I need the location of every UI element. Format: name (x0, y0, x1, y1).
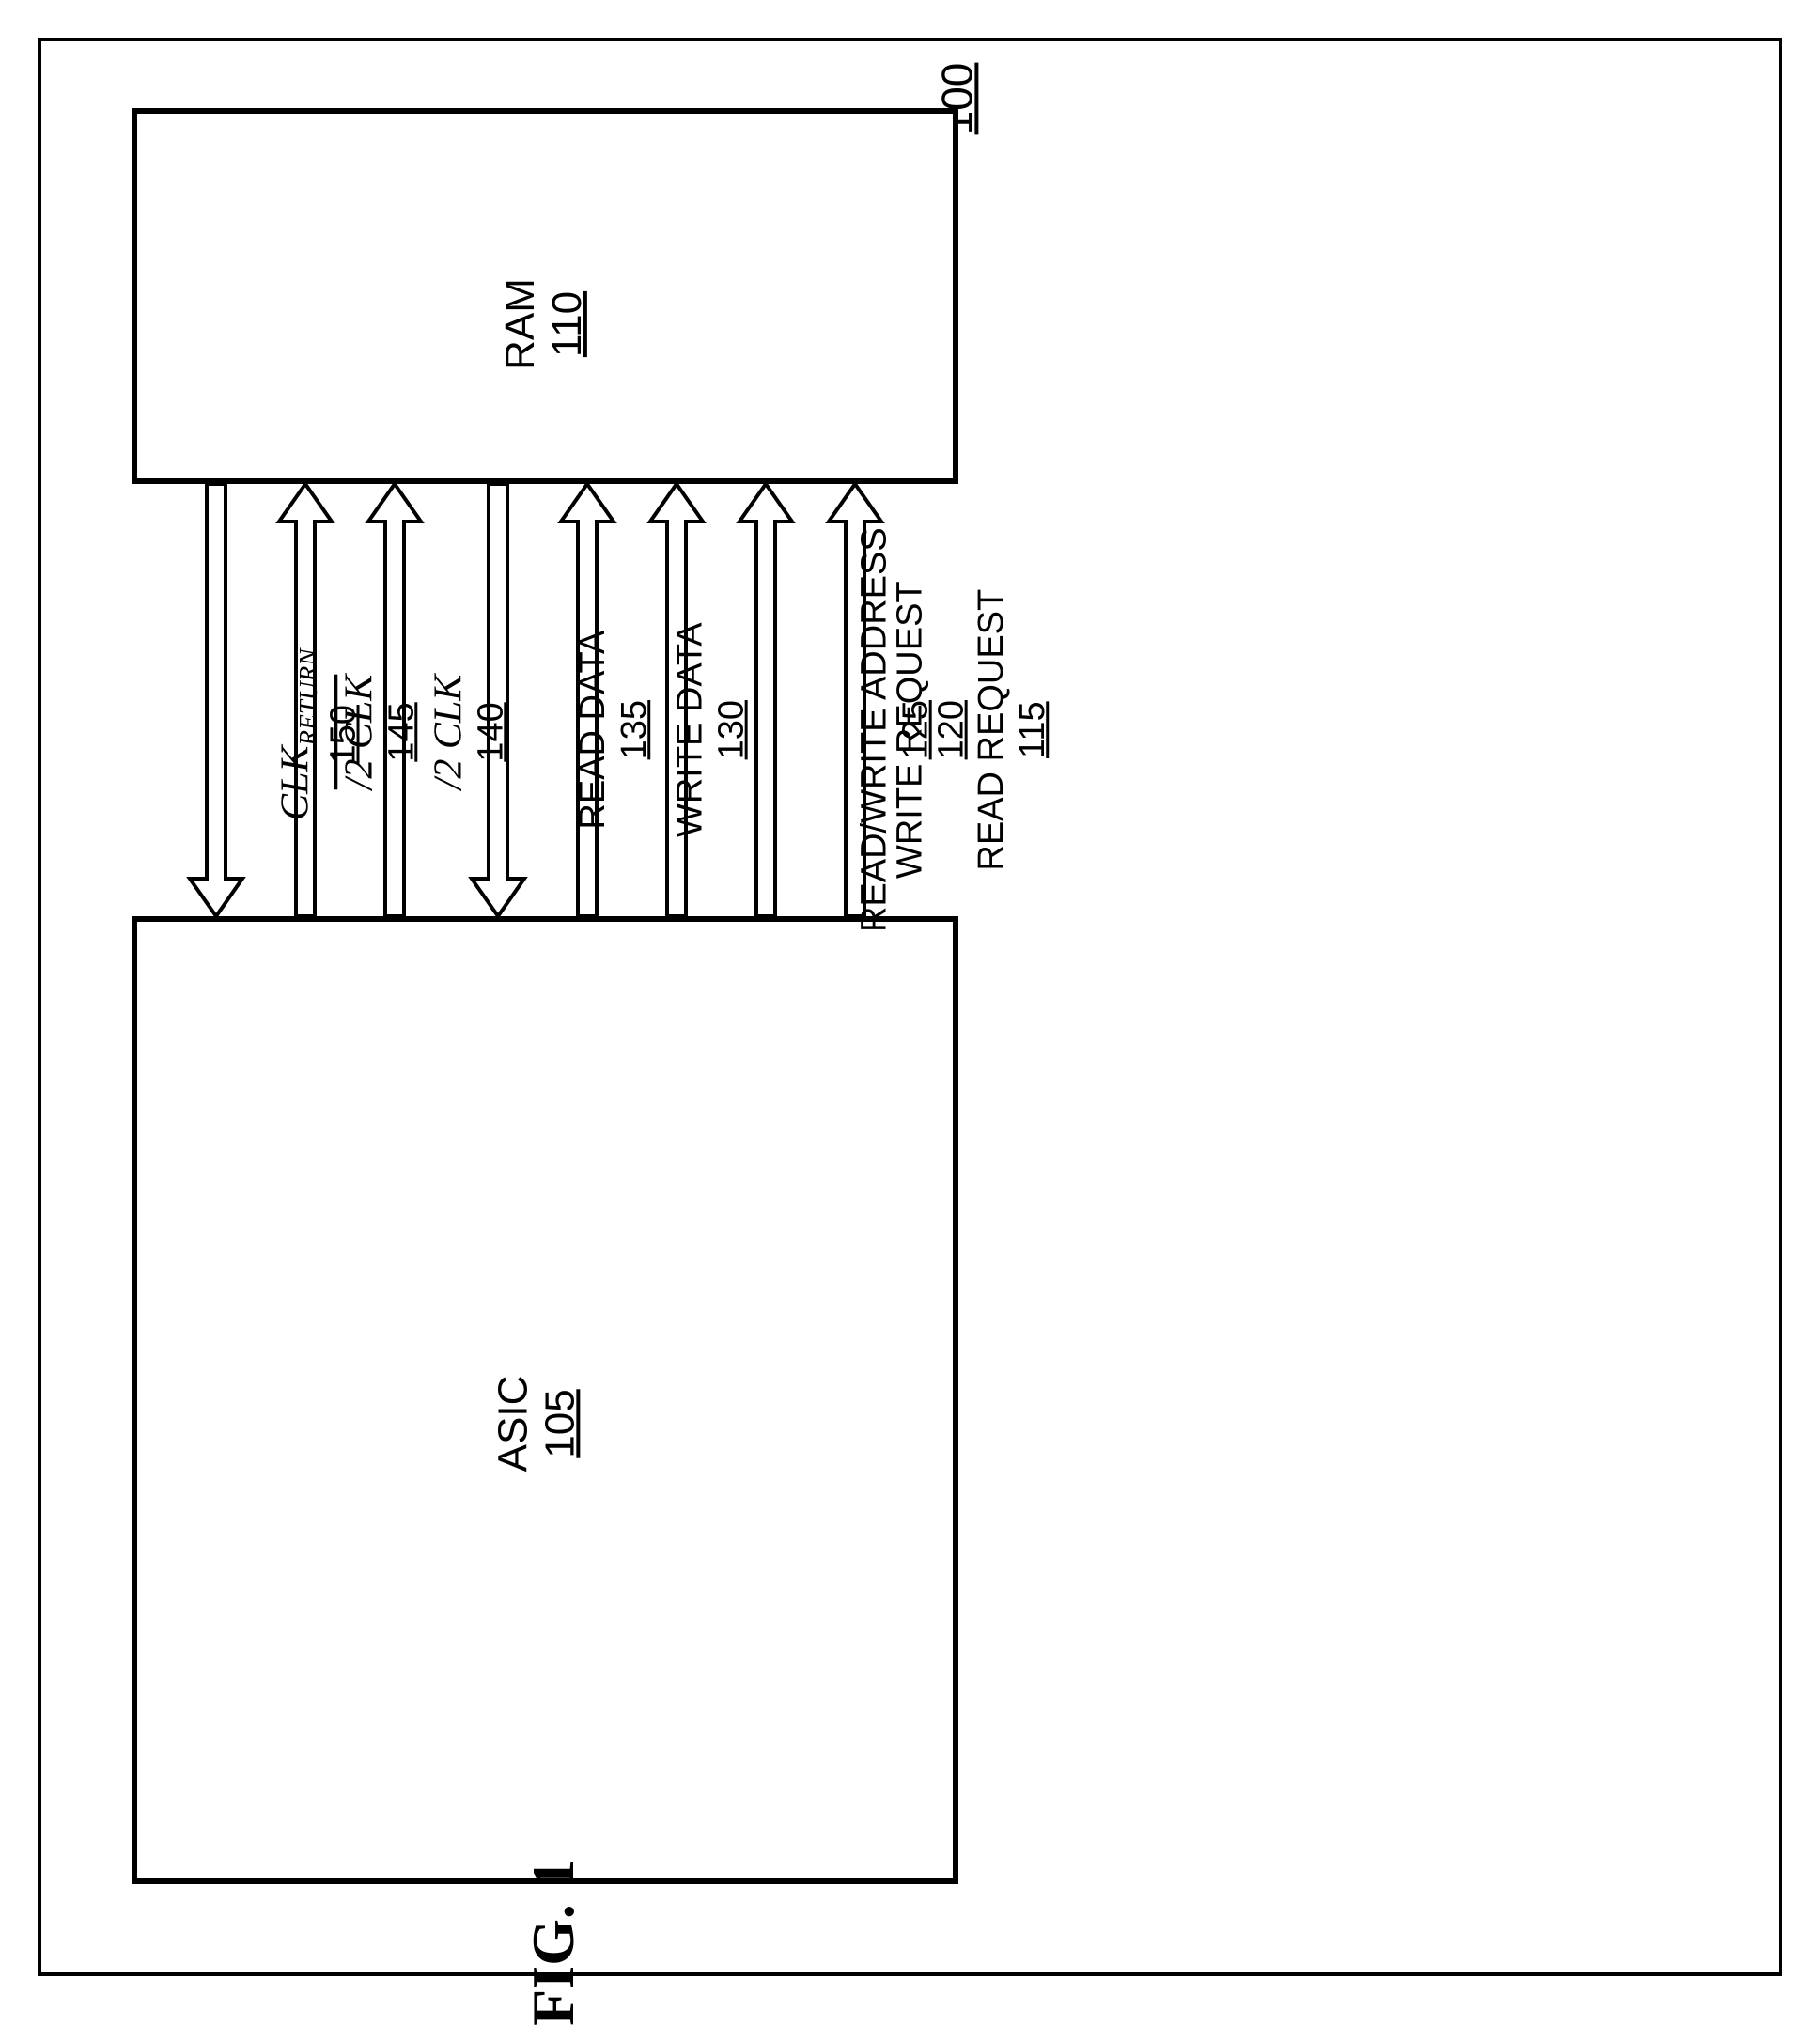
page: 100 ASIC 105 RAM 110 READ REQUEST115WRIT… (38, 38, 1782, 1976)
signal-label-clk-return: CLKRETURN150 (273, 648, 365, 820)
asic-num: 105 (537, 1389, 583, 1457)
ram-label: RAM 110 (497, 278, 591, 370)
signal-label-clk-half: /2 CLK140 (426, 675, 512, 790)
asic-label: ASIC 105 (490, 1376, 583, 1473)
figure-caption: FIG. 1 (519, 1859, 588, 2026)
arrow-clk-return (190, 484, 242, 916)
signal-label-read-data: READ DATA135 (573, 631, 655, 830)
asic-name: ASIC (490, 1376, 536, 1473)
ram-name: RAM (497, 278, 543, 370)
signal-label-rw-address: READ/WRITE ADDRESS125 (855, 527, 937, 932)
signal-label-read-request: READ REQUEST115 (972, 589, 1053, 871)
ram-num: 110 (544, 291, 590, 357)
signal-label-write-data: WRITE DATA130 (671, 622, 753, 837)
